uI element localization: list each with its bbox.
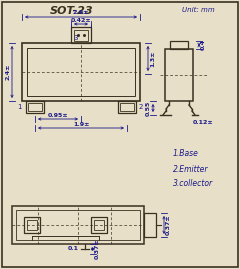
Text: 0.37±: 0.37± <box>95 239 100 259</box>
Text: 0.1: 0.1 <box>68 246 79 252</box>
Text: 0.4: 0.4 <box>201 40 206 51</box>
Bar <box>94 220 104 230</box>
Bar <box>120 103 134 111</box>
Bar <box>27 220 37 230</box>
Text: 0.37±: 0.37± <box>166 215 171 235</box>
Text: 2.4±: 2.4± <box>5 64 10 80</box>
Text: 1: 1 <box>18 104 22 110</box>
Text: 0.42±: 0.42± <box>71 18 91 23</box>
Text: 1.3±: 1.3± <box>150 50 155 67</box>
Bar <box>118 101 136 113</box>
Bar <box>16 210 140 240</box>
Bar <box>26 101 44 113</box>
Bar <box>144 213 156 237</box>
Text: 2: 2 <box>139 104 143 110</box>
Bar <box>22 43 140 101</box>
Bar <box>27 48 135 96</box>
Text: 1.9±: 1.9± <box>73 122 89 127</box>
Bar <box>28 103 42 111</box>
Text: 3: 3 <box>73 35 78 41</box>
Text: 2.Emitter: 2.Emitter <box>173 165 209 174</box>
Bar <box>24 217 40 233</box>
Text: 0.95±: 0.95± <box>48 113 68 118</box>
Bar <box>71 27 91 43</box>
Text: 0.55: 0.55 <box>146 100 151 116</box>
Bar <box>74 30 88 41</box>
Text: 1.Base: 1.Base <box>173 150 199 158</box>
Text: 2.9±: 2.9± <box>73 10 89 15</box>
Bar <box>12 206 144 244</box>
Text: 0.12±: 0.12± <box>193 121 214 126</box>
Bar <box>91 217 107 233</box>
Text: SOT-23: SOT-23 <box>50 6 94 16</box>
Text: 3.collector: 3.collector <box>173 179 213 189</box>
Bar <box>170 41 188 49</box>
Text: Unit: mm: Unit: mm <box>182 7 214 13</box>
Bar <box>165 49 193 101</box>
